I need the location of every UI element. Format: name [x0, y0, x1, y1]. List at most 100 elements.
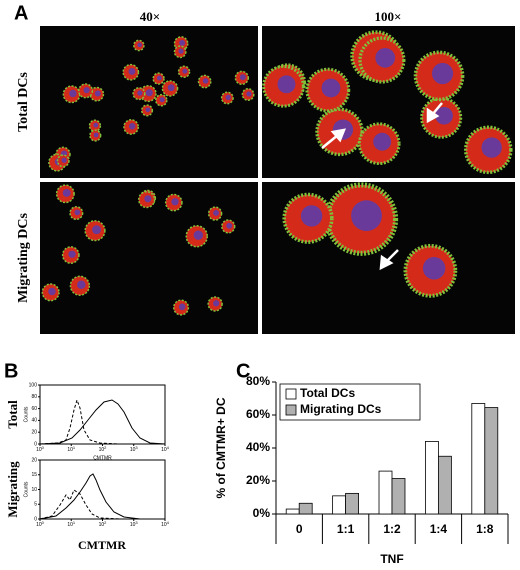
tick-exponent: 0 — [42, 520, 45, 525]
x-tick-label: 101 — [67, 445, 76, 453]
nucleus — [277, 75, 296, 94]
legend-swatch — [285, 388, 297, 400]
tick-base: 10 — [130, 447, 136, 453]
tick-exponent: 4 — [167, 445, 170, 450]
nucleus — [167, 84, 175, 92]
nucleus — [179, 39, 186, 46]
tick-exponent: 3 — [135, 445, 138, 450]
x-tick-label: 0 — [296, 522, 303, 536]
nucleus — [178, 303, 186, 311]
nucleus — [92, 225, 101, 235]
row-label: Migrating DCs — [16, 213, 31, 303]
y-tick-label: 80 — [31, 394, 37, 400]
bar — [471, 403, 486, 515]
y-tick-label: 10 — [31, 487, 37, 493]
nucleus — [239, 74, 246, 81]
x-tick-label: 1:8 — [476, 522, 494, 536]
tick-exponent: 2 — [104, 445, 107, 450]
nucleus — [74, 209, 81, 216]
tick-base: 10 — [36, 522, 42, 528]
nucleus — [144, 195, 152, 203]
nucleus — [156, 75, 162, 81]
cells — [41, 30, 513, 316]
bar — [437, 455, 452, 515]
tick-base: 10 — [130, 522, 136, 528]
x-tick-label: 104 — [161, 445, 170, 453]
nucleus — [225, 94, 231, 100]
tick-exponent: 1 — [73, 520, 76, 525]
bar — [345, 492, 359, 515]
tick-exponent: 0 — [42, 445, 45, 450]
legend-swatch — [285, 404, 297, 416]
nucleus — [145, 107, 151, 113]
plot-label: Migrating — [5, 461, 20, 518]
x-tick-label: 1:1 — [337, 522, 355, 536]
nucleus — [145, 89, 153, 97]
bar — [484, 407, 499, 515]
x-tick-label: 104 — [161, 520, 170, 528]
nucleus — [182, 68, 188, 74]
tick-exponent: 4 — [167, 520, 170, 525]
nucleus — [128, 68, 136, 75]
nucleus — [481, 137, 502, 158]
bar — [332, 495, 347, 515]
y-tick-label: 20 — [31, 430, 37, 436]
nucleus — [62, 189, 71, 197]
y-tick-label: 20 — [31, 457, 37, 463]
nucleus — [137, 90, 143, 96]
bar — [425, 440, 439, 515]
y-axis-label: Counts — [23, 481, 29, 497]
row-label: Total DCs — [16, 72, 31, 132]
nucleus — [202, 78, 209, 84]
y-tick-label: 100 — [29, 382, 38, 388]
y-tick-label: 60% — [246, 407, 270, 421]
x-tick-label: 102 — [99, 520, 108, 528]
plot-frame — [39, 384, 166, 445]
panel-letter: B — [4, 360, 18, 382]
plot-frame — [39, 459, 166, 520]
column-header: 100× — [375, 9, 402, 24]
arrows — [321, 102, 443, 271]
nucleus — [93, 122, 99, 128]
tick-base: 10 — [67, 522, 73, 528]
x-tick-label: 102 — [99, 445, 108, 453]
y-tick-label: 40% — [246, 440, 270, 454]
nucleus — [373, 132, 392, 151]
y-tick-label: 0 — [34, 516, 37, 522]
legend-label: Total DCs — [300, 386, 355, 400]
nucleus — [351, 200, 382, 232]
x-tick-label: 103 — [130, 445, 139, 453]
tick-base: 10 — [99, 522, 105, 528]
nucleus — [94, 90, 101, 97]
nucleus — [77, 280, 86, 290]
tick-base: 10 — [161, 447, 167, 453]
nucleus — [435, 106, 453, 125]
nucleus — [226, 222, 233, 229]
nucleus — [68, 250, 76, 258]
tick-exponent: 3 — [135, 520, 138, 525]
bar — [285, 508, 300, 515]
tick-base: 10 — [67, 447, 73, 453]
tick-base: 10 — [161, 522, 167, 528]
x-tick-label: 103 — [130, 520, 139, 528]
nucleus — [159, 97, 165, 103]
tick-base: 10 — [99, 447, 105, 453]
nucleus — [321, 78, 341, 98]
y-tick-label: 15 — [31, 472, 37, 478]
y-tick-label: 5 — [34, 502, 37, 508]
x-tick-label: 1:2 — [383, 522, 401, 536]
column-header: 40× — [140, 9, 160, 24]
x-tick-label: 100 — [36, 445, 45, 453]
nucleus — [61, 157, 67, 163]
x-axis-label: CMTMR — [93, 455, 112, 461]
histograms — [39, 398, 166, 520]
panel-letter: A — [14, 2, 28, 24]
nucleus — [48, 287, 56, 296]
nucleus — [193, 230, 204, 240]
nucleus — [213, 210, 219, 216]
x-axis-label: TNF — [380, 552, 403, 566]
plot-label: Total — [5, 400, 20, 429]
nucleus — [178, 48, 184, 54]
nucleus — [83, 87, 90, 94]
